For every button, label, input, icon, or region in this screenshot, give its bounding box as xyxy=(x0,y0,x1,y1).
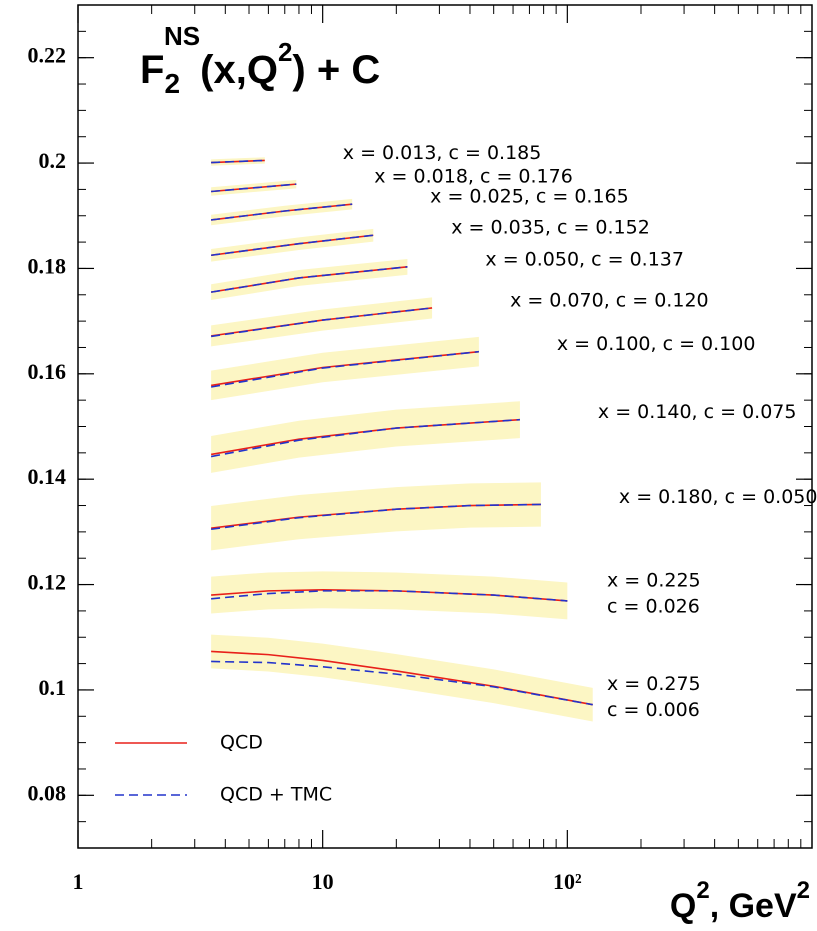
title-part: F xyxy=(140,48,164,92)
error-band xyxy=(211,297,433,347)
y-tick-label: 0.1 xyxy=(39,675,67,700)
curve-tmc xyxy=(210,418,520,458)
legend-label: QCD xyxy=(220,732,263,754)
chart-title: F2NS(x,Q2) + C xyxy=(140,21,380,100)
y-tick-label: 0.18 xyxy=(28,253,67,278)
x-tick-label: 10 xyxy=(312,869,334,894)
title-part: (x,Q xyxy=(200,48,278,92)
curve-label: x = 0.275 xyxy=(607,673,701,695)
xlabel-part: 2 xyxy=(696,877,709,904)
legend-label: QCD + TMC xyxy=(220,784,332,806)
y-tick-label: 0.12 xyxy=(28,570,67,595)
title-part: 2 xyxy=(278,37,292,67)
curve-label: x = 0.070, c = 0.120 xyxy=(510,289,709,311)
curve-tmc xyxy=(211,203,353,221)
curve-label: x = 0.100, c = 0.100 xyxy=(557,333,756,355)
curve-tmc xyxy=(210,350,479,388)
title-part: 2 xyxy=(164,68,180,99)
error-band xyxy=(211,571,568,620)
curve-tmc xyxy=(211,660,593,706)
y-tick-label: 0.16 xyxy=(28,359,67,384)
curve-tmc xyxy=(211,183,297,193)
y-tick-label: 0.14 xyxy=(28,464,67,489)
curve-label: x = 0.050, c = 0.137 xyxy=(485,248,684,270)
x-tick-label: 1 xyxy=(73,869,84,894)
y-tick-label: 0.22 xyxy=(28,43,67,68)
curve-label: x = 0.225 xyxy=(607,569,701,591)
curve-label: c = 0.006 xyxy=(607,699,700,721)
title-part: ) + C xyxy=(292,48,380,92)
curve-qcd xyxy=(210,418,520,456)
error-band xyxy=(211,401,520,473)
curve-tmc xyxy=(211,503,541,531)
curve-tmc xyxy=(211,159,265,164)
xlabel-part: Q xyxy=(670,887,696,925)
error-band xyxy=(211,482,541,551)
curve-tmc xyxy=(210,266,408,293)
curve-tmc xyxy=(210,307,433,338)
curve-label: x = 0.140, c = 0.075 xyxy=(598,401,797,423)
y-tick-label: 0.08 xyxy=(28,780,67,805)
xlabel-part: 2 xyxy=(797,877,810,904)
xlabel-part: , GeV xyxy=(710,887,797,925)
curve-label: x = 0.035, c = 0.152 xyxy=(451,217,650,239)
curve-label: x = 0.025, c = 0.165 xyxy=(430,186,629,208)
error-band xyxy=(211,336,479,401)
error-band xyxy=(211,258,408,301)
y-tick-label: 0.2 xyxy=(39,148,67,173)
x-tick-label: 10² xyxy=(553,869,582,894)
curve-label: c = 0.026 xyxy=(607,595,700,617)
error-band xyxy=(211,634,593,722)
curve-label: x = 0.180, c = 0.050 xyxy=(619,486,817,508)
x-axis-label: Q2, GeV2 xyxy=(670,877,810,925)
title-part: NS xyxy=(164,21,200,51)
curve-tmc xyxy=(211,590,568,602)
curve-label: x = 0.013, c = 0.185 xyxy=(343,142,542,164)
curve-label: x = 0.018, c = 0.176 xyxy=(374,166,573,188)
curve-tmc xyxy=(211,234,374,257)
